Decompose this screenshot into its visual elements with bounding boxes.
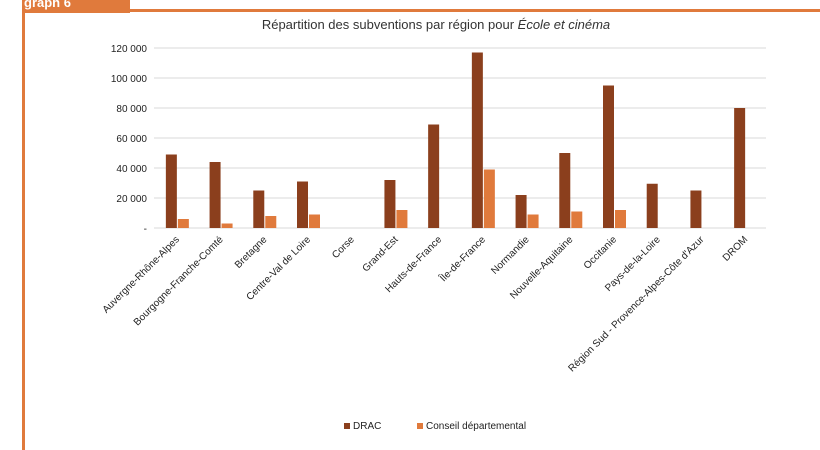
drac-bar <box>734 108 746 228</box>
frame-top-border <box>130 9 820 12</box>
drac-bar <box>559 153 571 228</box>
x-category-label: Auvergne-Rhône-Alpes <box>101 234 182 315</box>
legend-swatch <box>417 423 423 429</box>
conseil-bar <box>571 211 583 228</box>
x-category-label: DROM <box>721 234 750 263</box>
x-axis: Auvergne-Rhône-AlpesBourgogne-Franche-Co… <box>101 233 751 375</box>
conseil-bar <box>309 214 320 228</box>
x-category-label: Bretagne <box>233 234 270 271</box>
graph-tab: graph 6 <box>22 0 130 13</box>
drac-bar <box>471 52 483 228</box>
conseil-bar <box>265 216 277 228</box>
legend-swatch <box>344 423 350 429</box>
drac-bar <box>603 85 614 228</box>
x-category-label: Grand-Est <box>361 234 401 274</box>
y-tick-label: 100 000 <box>111 74 148 85</box>
y-tick-label: 20 000 <box>116 194 147 205</box>
legend-label: DRAC <box>353 421 381 432</box>
drac-bar <box>384 180 396 228</box>
legend-label: Conseil départemental <box>426 421 526 432</box>
drac-bar <box>165 154 177 228</box>
bars <box>165 52 746 228</box>
x-category-label: Normandie <box>489 234 532 277</box>
y-axis: - 20 000 40 000 60 000 80 000 100 000 120 000 <box>111 44 148 235</box>
drac-bar <box>515 195 527 228</box>
conseil-bar <box>221 223 233 228</box>
conseil-bar <box>396 210 408 228</box>
y-tick-label: 120 000 <box>111 44 148 55</box>
x-category-label: Bourgogne-Franche-Comté <box>132 234 226 328</box>
y-tick-label: 40 000 <box>116 164 147 175</box>
drac-bar <box>646 183 658 228</box>
conseil-bar <box>527 214 539 228</box>
x-category-label: Corse <box>330 234 357 261</box>
drac-bar <box>209 162 221 228</box>
drac-bar <box>428 124 440 228</box>
conseil-bar <box>177 219 189 228</box>
y-tick-label: - <box>144 224 147 235</box>
drac-bar <box>297 181 308 228</box>
x-category-label: Occitanie <box>582 234 620 272</box>
grid-lines <box>154 47 766 229</box>
chart-title: Répartition des subventions par région p… <box>262 17 610 32</box>
conseil-bar <box>483 169 495 228</box>
y-tick-label: 60 000 <box>116 134 147 145</box>
frame-left-border <box>22 13 25 450</box>
y-tick-label: 80 000 <box>116 104 147 115</box>
drac-bar <box>253 190 265 228</box>
x-category-label: Île-de-France <box>436 233 488 285</box>
conseil-bar <box>615 210 626 228</box>
legend: DRAC Conseil départemental <box>344 421 526 432</box>
drac-bar <box>690 190 702 228</box>
